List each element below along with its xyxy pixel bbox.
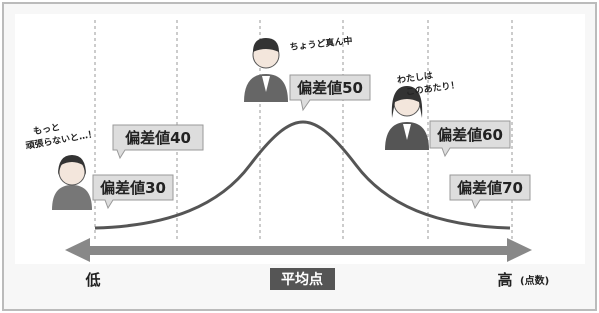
diagram: 低 高 (点数) 平均点 偏差値30 偏差値40 偏差値50 偏差値60 偏差値… bbox=[0, 0, 599, 313]
axis-unit: (点数) bbox=[520, 274, 549, 287]
axis-high: 高 bbox=[497, 271, 512, 289]
axis-center: 平均点 bbox=[281, 271, 323, 288]
label: 偏差値60 bbox=[437, 126, 503, 144]
label: 偏差値40 bbox=[125, 129, 191, 147]
label: 偏差値30 bbox=[100, 179, 166, 197]
axis-low: 低 bbox=[84, 271, 100, 289]
label: 偏差値50 bbox=[297, 79, 363, 97]
label: 偏差値70 bbox=[457, 179, 523, 197]
